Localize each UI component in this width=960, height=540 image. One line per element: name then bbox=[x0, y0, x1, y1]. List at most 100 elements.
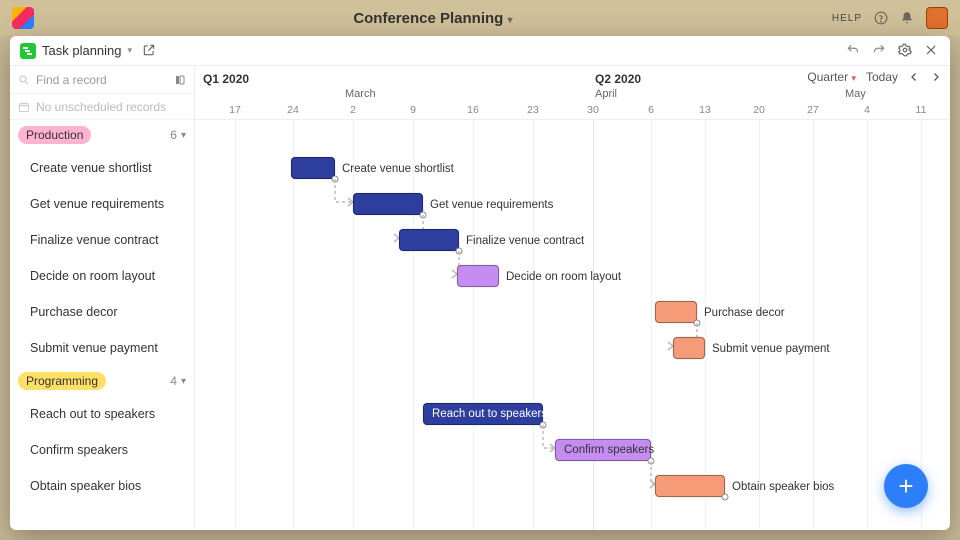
task-row[interactable]: Obtain speaker bios bbox=[10, 468, 194, 504]
dependency-handle[interactable] bbox=[332, 176, 339, 183]
day-label: 4 bbox=[864, 104, 870, 116]
gantt-bar-label: Get venue requirements bbox=[430, 194, 553, 216]
grid-line bbox=[473, 120, 474, 530]
redo-icon[interactable] bbox=[872, 43, 888, 59]
gantt-bar[interactable]: Obtain speaker bios bbox=[655, 475, 725, 497]
quarter-label: Q1 2020 bbox=[203, 72, 249, 86]
month-label: May bbox=[845, 88, 866, 100]
gantt-view-icon bbox=[20, 43, 36, 59]
panel-toolbar: Task planning ▾ bbox=[10, 36, 950, 66]
chevron-down-icon: ▾ bbox=[181, 376, 186, 387]
grid-line bbox=[293, 120, 294, 530]
timeline-header: Q1 2020 Q2 2020 Quarter ▾ Today March Apri… bbox=[195, 66, 950, 120]
task-row[interactable]: Reach out to speakers bbox=[10, 396, 194, 432]
task-row[interactable]: Get venue requirements bbox=[10, 186, 194, 222]
task-row[interactable]: Create venue shortlist bbox=[10, 150, 194, 186]
grid-line bbox=[533, 120, 534, 530]
day-label: 6 bbox=[648, 104, 654, 116]
timeline-area: Q1 2020 Q2 2020 Quarter ▾ Today March Apri… bbox=[195, 66, 950, 530]
gantt-bar[interactable]: Get venue requirements bbox=[353, 193, 423, 215]
group-header[interactable]: Programming 4 ▾ bbox=[10, 366, 194, 396]
chevron-down-icon: ▾ bbox=[851, 73, 856, 83]
prev-button[interactable] bbox=[908, 71, 920, 83]
dependency-handle[interactable] bbox=[648, 458, 655, 465]
view-name: Task planning bbox=[42, 43, 122, 58]
month-label: April bbox=[595, 88, 617, 100]
day-label: 9 bbox=[410, 104, 416, 116]
task-row[interactable]: Submit venue payment bbox=[10, 330, 194, 366]
scale-selector[interactable]: Quarter ▾ bbox=[807, 70, 856, 84]
gantt-bar-label: Purchase decor bbox=[704, 302, 785, 324]
close-icon[interactable] bbox=[924, 43, 940, 59]
day-label: 17 bbox=[229, 104, 241, 116]
task-row[interactable]: Purchase decor bbox=[10, 294, 194, 330]
gantt-bar[interactable]: Purchase decor bbox=[655, 301, 697, 323]
timeline-body[interactable]: Create venue shortlist Get venue requirem… bbox=[195, 120, 950, 530]
task-sidebar: Find a record No unscheduled records Pro… bbox=[10, 66, 195, 530]
gantt-bar[interactable]: Reach out to speakers bbox=[423, 403, 543, 425]
help-label[interactable]: HELP bbox=[832, 13, 862, 24]
gantt-bar[interactable]: Decide on room layout bbox=[457, 265, 499, 287]
gantt-bar[interactable]: Submit venue payment bbox=[673, 337, 705, 359]
notifications-icon[interactable] bbox=[900, 11, 914, 25]
day-label: 24 bbox=[287, 104, 299, 116]
view-switcher[interactable]: Task planning ▾ bbox=[20, 43, 132, 59]
dependency-handle[interactable] bbox=[420, 212, 427, 219]
month-label: March bbox=[345, 88, 376, 100]
grid-line bbox=[353, 120, 354, 530]
open-external-icon[interactable] bbox=[142, 43, 158, 59]
day-label: 23 bbox=[527, 104, 539, 116]
airtable-logo-icon bbox=[12, 7, 34, 29]
unscheduled-label: No unscheduled records bbox=[36, 100, 166, 114]
day-label: 20 bbox=[753, 104, 765, 116]
gantt-bar-label: Finalize venue contract bbox=[466, 230, 584, 252]
settings-gear-icon[interactable] bbox=[898, 43, 914, 59]
dependency-handle[interactable] bbox=[456, 248, 463, 255]
base-title[interactable]: Conference Planning ▾ bbox=[34, 10, 832, 27]
day-label: 13 bbox=[699, 104, 711, 116]
dependency-handle[interactable] bbox=[722, 494, 729, 501]
group-header[interactable]: Production6▾ bbox=[10, 120, 194, 150]
grid-line bbox=[759, 120, 760, 530]
next-button[interactable] bbox=[930, 71, 942, 83]
gantt-panel: Task planning ▾ Find a record No unsched… bbox=[10, 36, 950, 530]
chevron-down-icon: ▾ bbox=[508, 15, 513, 26]
add-record-fab[interactable]: + bbox=[884, 464, 928, 508]
calendar-icon bbox=[18, 101, 30, 113]
grid-line bbox=[413, 120, 414, 530]
user-avatar[interactable] bbox=[926, 7, 948, 29]
day-label: 16 bbox=[467, 104, 479, 116]
gantt-bar-label: Create venue shortlist bbox=[342, 158, 454, 180]
grid-line bbox=[813, 120, 814, 530]
quarter-label: Q2 2020 bbox=[595, 72, 641, 86]
grid-line bbox=[921, 120, 922, 530]
grid-line bbox=[235, 120, 236, 530]
grid-line bbox=[651, 120, 652, 530]
group-pill: Production bbox=[18, 126, 91, 144]
help-icon[interactable] bbox=[874, 11, 888, 25]
task-row[interactable]: Finalize venue contract bbox=[10, 222, 194, 258]
group-pill: Programming bbox=[18, 372, 106, 390]
search-placeholder: Find a record bbox=[36, 73, 107, 87]
task-row[interactable]: Confirm speakers bbox=[10, 432, 194, 468]
record-search[interactable]: Find a record bbox=[10, 66, 194, 94]
gantt-bar[interactable]: Confirm speakers bbox=[555, 439, 651, 461]
unscheduled-row[interactable]: No unscheduled records bbox=[10, 94, 194, 120]
group-count: 4 bbox=[170, 374, 177, 388]
gantt-bar[interactable]: Finalize venue contract bbox=[399, 229, 459, 251]
chevron-down-icon: ▾ bbox=[128, 45, 133, 56]
dependency-handle[interactable] bbox=[694, 320, 701, 327]
today-button[interactable]: Today bbox=[866, 70, 898, 84]
gantt-bar-label: Submit venue payment bbox=[712, 338, 830, 360]
undo-icon[interactable] bbox=[846, 43, 862, 59]
task-row[interactable]: Decide on room layout bbox=[10, 258, 194, 294]
search-icon bbox=[18, 74, 30, 86]
day-label: 30 bbox=[587, 104, 599, 116]
gantt-bar-label: Obtain speaker bios bbox=[732, 476, 834, 498]
gantt-bar[interactable]: Create venue shortlist bbox=[291, 157, 335, 179]
gantt-bar-label: Decide on room layout bbox=[506, 266, 621, 288]
chevron-down-icon: ▾ bbox=[181, 130, 186, 141]
dependency-handle[interactable] bbox=[540, 422, 547, 429]
collapse-icon[interactable] bbox=[174, 74, 186, 86]
grid-line bbox=[867, 120, 868, 530]
